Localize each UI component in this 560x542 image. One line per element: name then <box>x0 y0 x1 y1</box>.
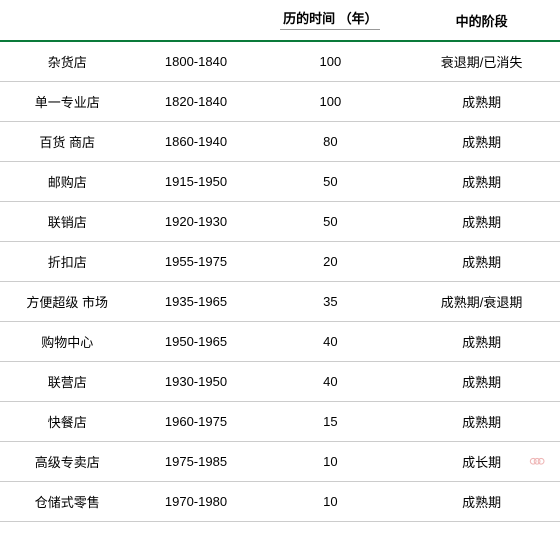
retail-formats-table: 历的时间 （年） 中的阶段 杂货店1800-1840100衰退期/已消失单一专业… <box>0 0 560 522</box>
cell-years: 1960-1975 <box>134 402 257 442</box>
table-row: 联销店1920-193050成熟期 <box>0 202 560 242</box>
cell-duration: 50 <box>258 202 404 242</box>
cell-name: 杂货店 <box>0 41 134 82</box>
cell-name: 快餐店 <box>0 402 134 442</box>
table-header-row: 历的时间 （年） 中的阶段 <box>0 0 560 41</box>
cell-name: 高级专卖店 <box>0 442 134 482</box>
cell-stage: 衰退期/已消失 <box>403 41 560 82</box>
table-row: 折扣店1955-197520成熟期 <box>0 242 560 282</box>
cell-stage: 成熟期 <box>403 402 560 442</box>
cell-years: 1975-1985 <box>134 442 257 482</box>
header-years <box>134 0 257 41</box>
cell-duration: 50 <box>258 162 404 202</box>
header-duration: 历的时间 （年） <box>258 0 404 41</box>
cell-name: 百货 商店 <box>0 122 134 162</box>
table-row: 杂货店1800-1840100衰退期/已消失 <box>0 41 560 82</box>
cell-name: 联营店 <box>0 362 134 402</box>
table-row: 仓储式零售1970-198010成熟期 <box>0 482 560 522</box>
cell-name: 单一专业店 <box>0 82 134 122</box>
cell-stage: 成熟期 <box>403 82 560 122</box>
cell-stage: 成熟期 <box>403 322 560 362</box>
cell-years: 1970-1980 <box>134 482 257 522</box>
cell-name: 方便超级 市场 <box>0 282 134 322</box>
cell-stage: 成熟期 <box>403 202 560 242</box>
cell-duration: 10 <box>258 482 404 522</box>
header-duration-text: 历的时间 （年） <box>280 8 380 30</box>
table-row: 百货 商店1860-194080成熟期 <box>0 122 560 162</box>
cell-duration: 80 <box>258 122 404 162</box>
cell-name: 购物中心 <box>0 322 134 362</box>
cell-stage: 成熟期 <box>403 162 560 202</box>
cell-name: 仓储式零售 <box>0 482 134 522</box>
cell-years: 1920-1930 <box>134 202 257 242</box>
cell-name: 联销店 <box>0 202 134 242</box>
table-row: 方便超级 市场1935-196535成熟期/衰退期 <box>0 282 560 322</box>
cell-years: 1955-1975 <box>134 242 257 282</box>
table-row: 单一专业店1820-1840100成熟期 <box>0 82 560 122</box>
table-row: 邮购店1915-195050成熟期 <box>0 162 560 202</box>
cell-years: 1935-1965 <box>134 282 257 322</box>
cell-duration: 100 <box>258 82 404 122</box>
cell-years: 1860-1940 <box>134 122 257 162</box>
cell-duration: 10 <box>258 442 404 482</box>
cell-years: 1820-1840 <box>134 82 257 122</box>
table-row: 联营店1930-195040成熟期 <box>0 362 560 402</box>
cell-duration: 40 <box>258 362 404 402</box>
cell-duration: 20 <box>258 242 404 282</box>
cell-stage: 成熟期/衰退期 <box>403 282 560 322</box>
table-row: 高级专卖店1975-198510成长期 <box>0 442 560 482</box>
cell-years: 1800-1840 <box>134 41 257 82</box>
cell-stage: 成熟期 <box>403 122 560 162</box>
table-row: 快餐店1960-197515成熟期 <box>0 402 560 442</box>
cell-years: 1915-1950 <box>134 162 257 202</box>
cell-stage: 成长期 <box>403 442 560 482</box>
cell-stage: 成熟期 <box>403 362 560 402</box>
cell-duration: 35 <box>258 282 404 322</box>
cell-years: 1930-1950 <box>134 362 257 402</box>
header-name <box>0 0 134 41</box>
cell-name: 邮购店 <box>0 162 134 202</box>
header-stage: 中的阶段 <box>403 0 560 41</box>
cell-duration: 40 <box>258 322 404 362</box>
cell-years: 1950-1965 <box>134 322 257 362</box>
cell-stage: 成熟期 <box>403 482 560 522</box>
cell-name: 折扣店 <box>0 242 134 282</box>
cell-duration: 100 <box>258 41 404 82</box>
table-row: 购物中心1950-196540成熟期 <box>0 322 560 362</box>
cell-stage: 成熟期 <box>403 242 560 282</box>
cell-duration: 15 <box>258 402 404 442</box>
